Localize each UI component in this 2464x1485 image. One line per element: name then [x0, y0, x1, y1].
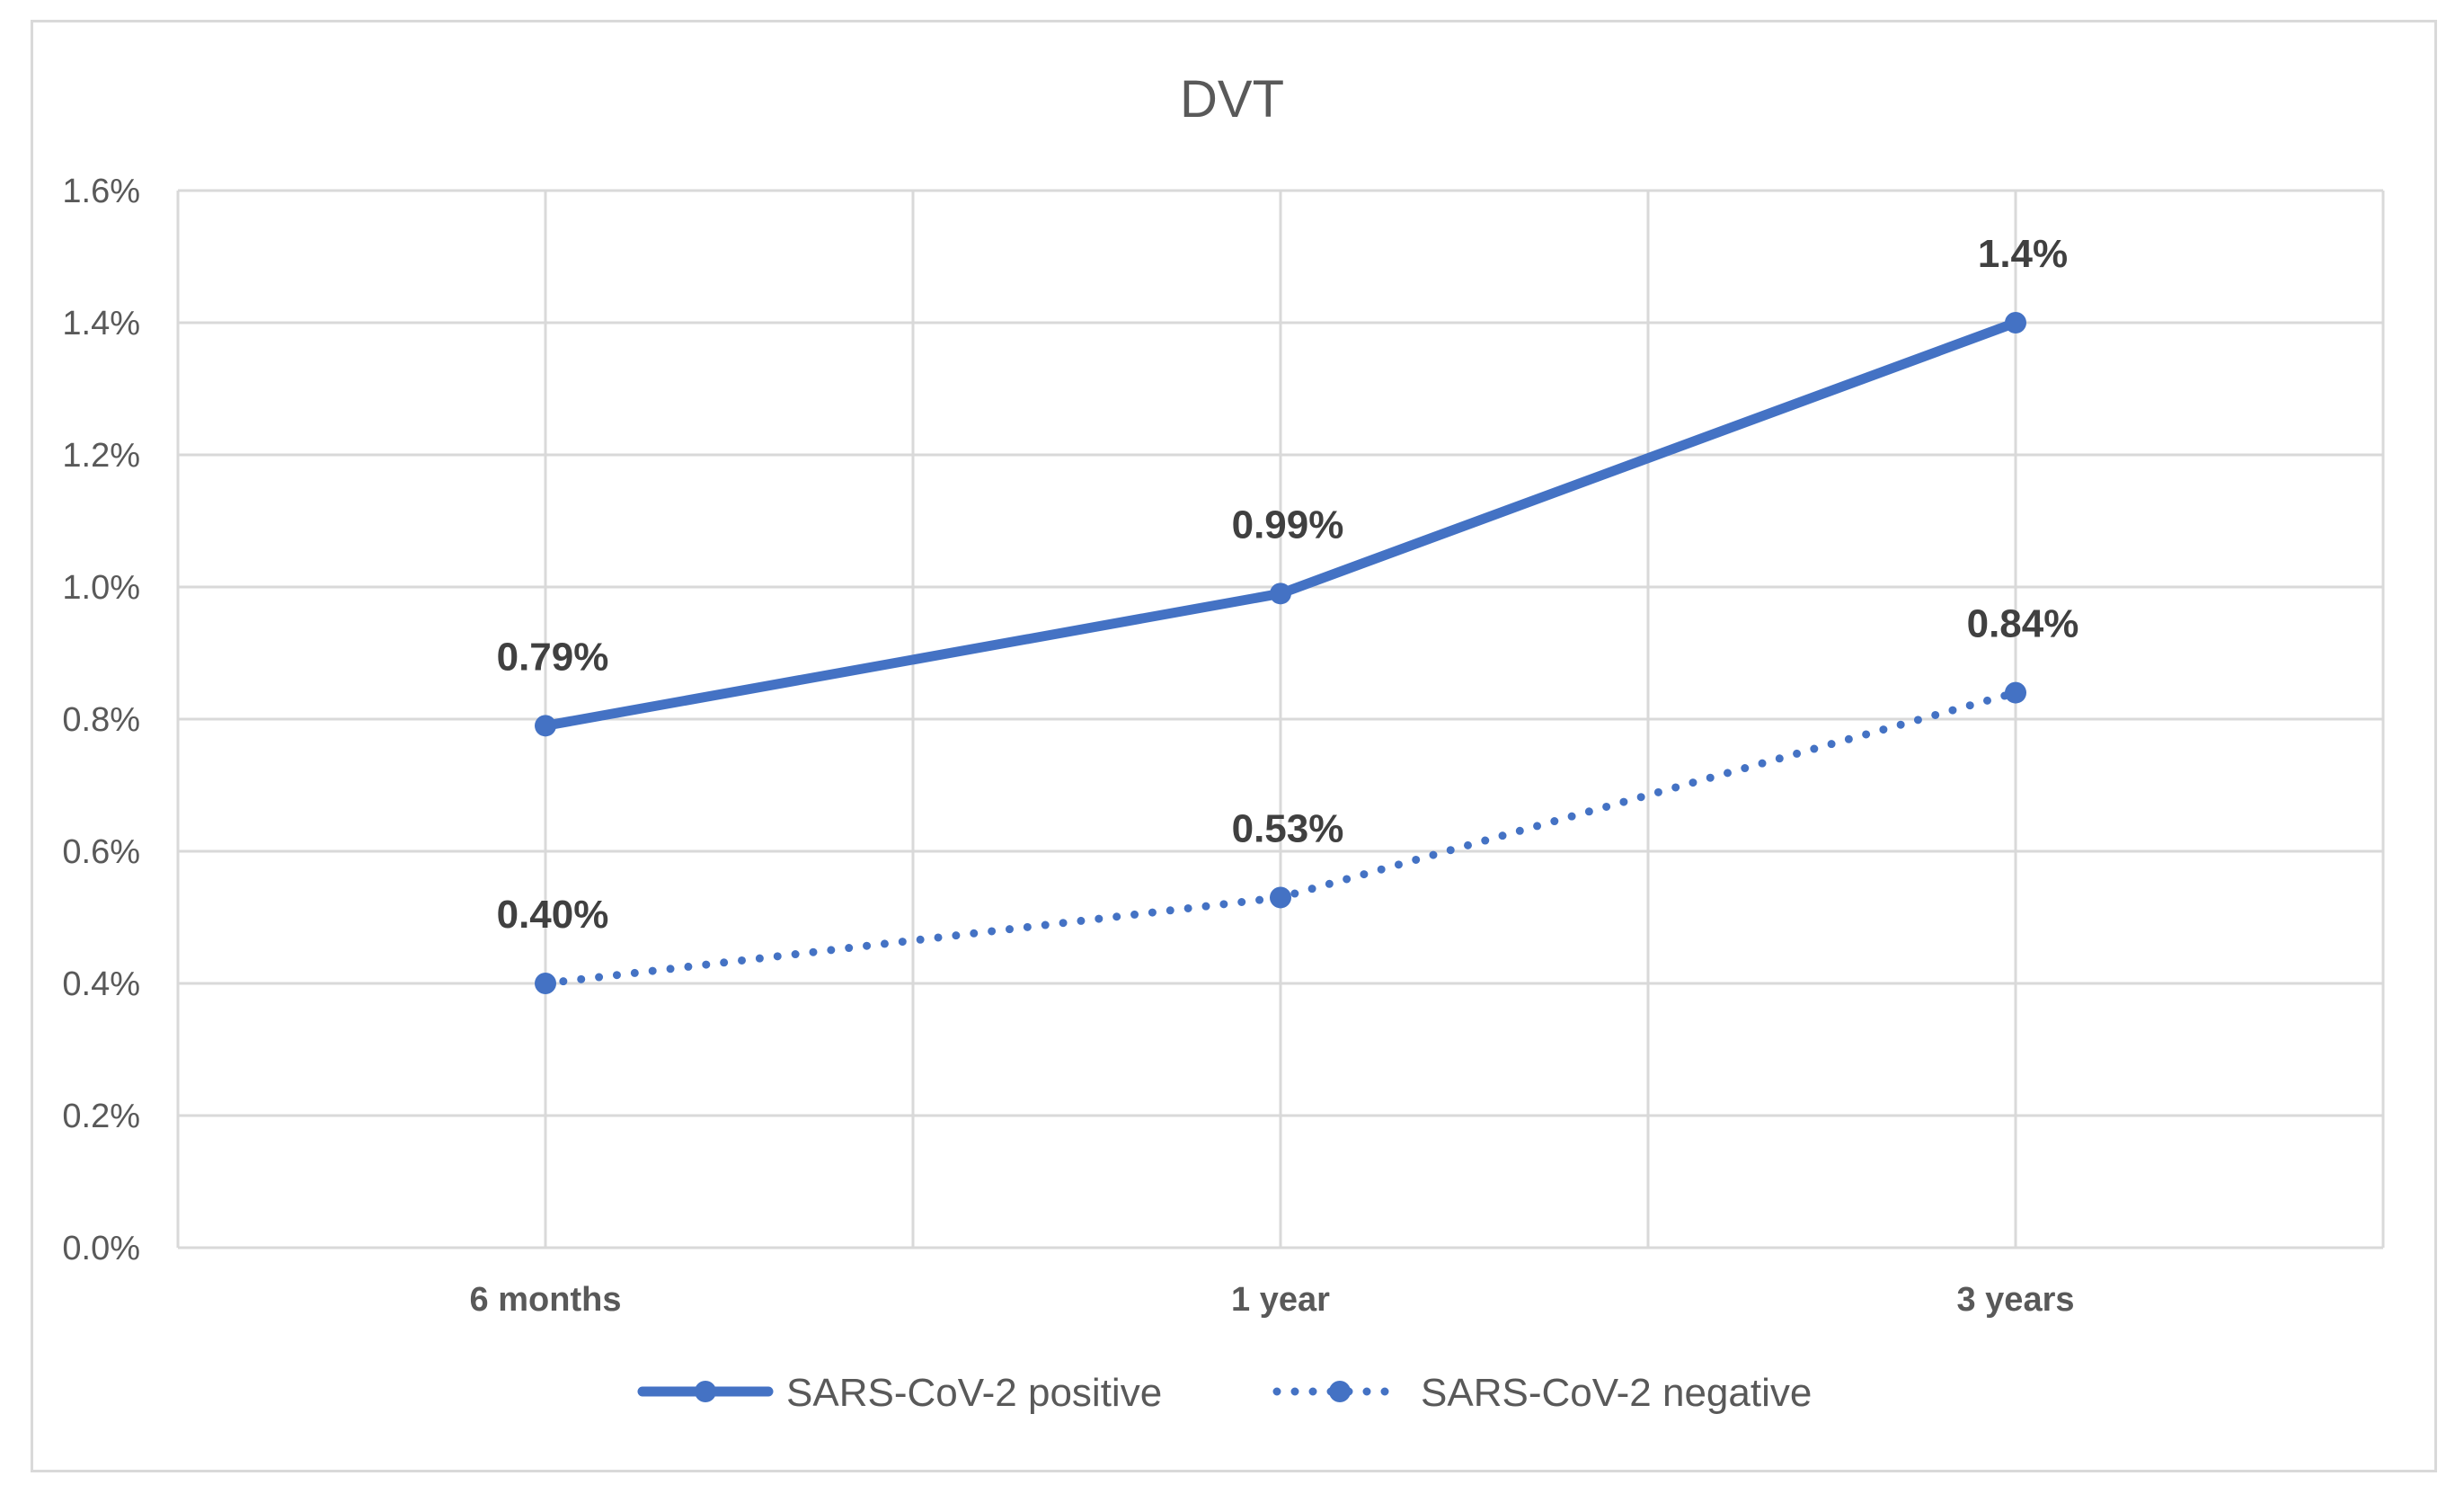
chart-series [535, 312, 2026, 994]
x-tick-label: 1 year [1231, 1281, 1330, 1319]
data-label: 0.79% [497, 635, 609, 679]
y-tick-label: 1.4% [62, 305, 140, 342]
x-axis: 6 months 1 year 3 years [470, 1281, 2075, 1319]
x-tick-label: 3 years [1956, 1281, 2074, 1319]
y-tick-label: 0.8% [62, 701, 140, 739]
y-tick-label: 0.0% [62, 1230, 140, 1267]
data-label: 0.53% [1232, 806, 1344, 850]
data-label: 0.99% [1232, 502, 1344, 547]
series-negative-point [1270, 886, 1291, 909]
y-tick-label: 1.0% [62, 569, 140, 607]
series-positive-point [2005, 312, 2026, 333]
legend-label: SARS-CoV-2 negative [1421, 1371, 1812, 1415]
series-positive-point [1270, 582, 1291, 605]
legend-label: SARS-CoV-2 positive [786, 1371, 1162, 1415]
y-tick-label: 0.4% [62, 965, 140, 1003]
y-tick-label: 0.6% [62, 833, 140, 871]
chart-grid [176, 189, 2385, 1249]
y-tick-label: 1.2% [62, 437, 140, 475]
y-tick-label: 0.2% [62, 1098, 140, 1135]
legend-item: SARS-CoV-2 negative [1272, 1371, 1812, 1415]
chart-frame [31, 20, 2437, 1472]
y-axis: 0.0% 0.2% 0.4% 0.6% 0.8% 1.0% 1.2% 1.4% 1.6% [62, 173, 140, 1267]
legend-item: SARS-CoV-2 positive [637, 1371, 1162, 1415]
legend-swatch-marker [695, 1381, 716, 1402]
data-label: 1.4% [1978, 232, 2068, 276]
series-positive-point [535, 715, 556, 737]
legend: SARS-CoV-2 positive SARS-CoV-2 negative [637, 1371, 1812, 1415]
series-negative-point [2005, 681, 2026, 704]
legend-swatch-marker [1329, 1381, 1351, 1402]
data-label: 0.40% [497, 893, 609, 937]
data-labels: 0.79% 0.99% 1.4% 0.40% 0.53% 0.84% [497, 232, 2079, 937]
chart-title: DVT [1180, 70, 1284, 129]
series-negative-point [535, 973, 556, 994]
x-tick-label: 6 months [470, 1281, 622, 1319]
y-tick-label: 1.6% [62, 173, 140, 210]
data-label: 0.84% [1967, 602, 2079, 646]
